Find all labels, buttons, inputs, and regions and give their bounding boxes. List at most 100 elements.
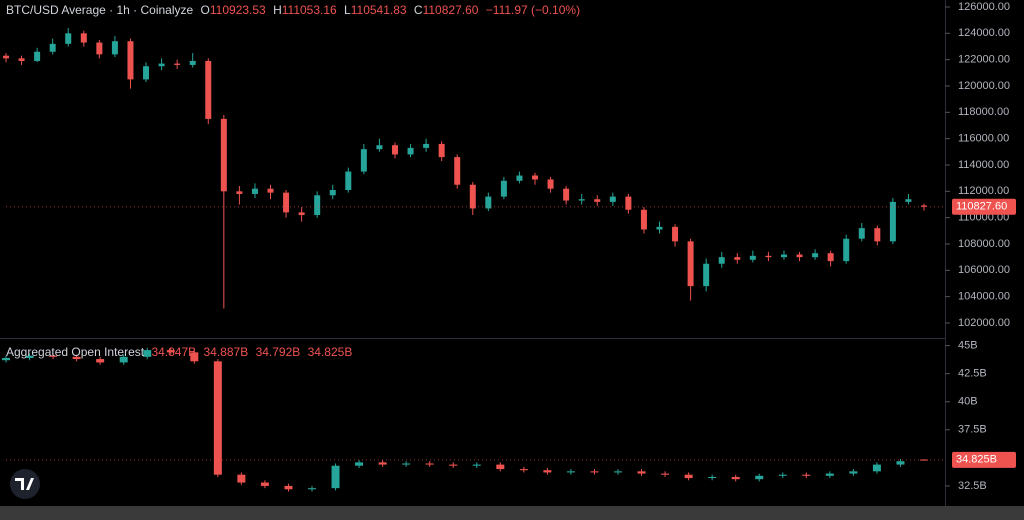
candle-body [749, 255, 756, 260]
candle-body [543, 470, 552, 473]
ohlc-value: 34.792B [255, 345, 301, 359]
candle-body [812, 253, 819, 258]
candle-body [49, 43, 56, 52]
candle-body [65, 33, 72, 44]
candle-body [684, 474, 693, 479]
candle-body [402, 463, 411, 465]
candle-body [329, 190, 336, 196]
candle-body [687, 241, 694, 287]
ohlc-letter: L [344, 3, 351, 17]
candle-body [532, 175, 539, 180]
candle-body [345, 171, 352, 191]
candle-body [260, 482, 269, 486]
candle-body [284, 485, 293, 490]
y-tick-label: 126000.00 [958, 1, 1010, 13]
candle-body [25, 355, 34, 358]
candle-body [166, 350, 175, 353]
candle-body [500, 180, 507, 197]
y-tick-label: 106000.00 [958, 264, 1010, 276]
bottom-bar [0, 506, 1024, 520]
candle-body [656, 226, 663, 230]
y-tick-label: 104000.00 [958, 291, 1010, 303]
candle-body [119, 356, 128, 363]
candle-body [425, 463, 434, 465]
y-tick-label: 122000.00 [958, 54, 1010, 66]
candle-body [72, 356, 81, 360]
candle-body [563, 188, 570, 201]
last-price-label: 110827.60 [956, 201, 1007, 213]
candle-body [298, 212, 305, 216]
candle-body [827, 253, 834, 262]
candle-body [308, 488, 316, 490]
candle-body [889, 201, 896, 242]
candle-body [590, 471, 599, 473]
title: BTC/USD Average · 1h · Coinalyze [6, 3, 194, 17]
candle-body [80, 33, 87, 43]
candle-body [672, 226, 679, 242]
candle-body [236, 191, 243, 194]
candle-body [637, 471, 646, 474]
last-price-tag [952, 451, 1016, 468]
candle-body [640, 209, 647, 230]
candle-body [449, 464, 458, 466]
candle-body [516, 175, 523, 181]
candle-body [566, 471, 575, 473]
candle-body [314, 195, 321, 216]
candle-body [755, 475, 764, 480]
candle-body [205, 60, 212, 119]
y-tick-label: 45B [958, 340, 978, 352]
candle-body [96, 359, 105, 363]
candle-body [519, 469, 528, 471]
candle-body [843, 238, 850, 262]
candle-body [96, 42, 103, 55]
candle-body [127, 41, 134, 80]
candle-body [3, 55, 9, 59]
last-price-label: 34.825B [956, 454, 997, 466]
candle-body [378, 462, 387, 465]
ohlc-value: 34.847B [151, 345, 197, 359]
candle-body [547, 179, 554, 189]
y-tick-label: 118000.00 [958, 106, 1009, 118]
ohlc-letter: O [200, 3, 210, 17]
candle-body [825, 473, 834, 476]
candle-body [2, 357, 10, 361]
ohlc-letter: H [273, 3, 282, 17]
candle-body [920, 459, 928, 461]
candle-body [778, 474, 787, 476]
candle-body [921, 205, 927, 207]
change: −111.97 (−0.10%) [485, 3, 581, 17]
ohlc-value: 111053.16 [281, 3, 337, 17]
candle-body [251, 188, 258, 194]
candle-body [765, 255, 772, 258]
candle-body [143, 66, 150, 80]
candle-body [454, 157, 461, 185]
candle-body [213, 361, 222, 475]
candle-body [703, 263, 710, 287]
candle-body [267, 188, 274, 193]
candle-body [237, 474, 246, 483]
candle-body [391, 145, 398, 155]
ohlc-letter: C [413, 3, 423, 17]
candle-body [594, 199, 601, 202]
last-price-tag [952, 198, 1016, 215]
candle-body [111, 41, 118, 55]
title: Aggregated Open Interest [6, 345, 145, 359]
candle-body [283, 192, 290, 213]
candle-body [708, 476, 717, 479]
ohlc-value: 34.887B [203, 345, 249, 359]
candle-body [18, 58, 25, 61]
candle-body [874, 228, 881, 242]
y-tick-label: 40B [958, 396, 978, 408]
candle-body [174, 63, 181, 65]
y-tick-label: 116000.00 [958, 133, 1009, 145]
y-tick-label: 37.5B [958, 424, 987, 436]
candle-body [872, 464, 881, 472]
candle-body [331, 465, 340, 489]
candle-body [661, 473, 670, 475]
candle-body [407, 147, 414, 155]
y-tick-label: 102000.00 [958, 317, 1010, 329]
candle-body [609, 196, 616, 202]
candle-body [802, 474, 811, 476]
candle-body [143, 350, 152, 357]
